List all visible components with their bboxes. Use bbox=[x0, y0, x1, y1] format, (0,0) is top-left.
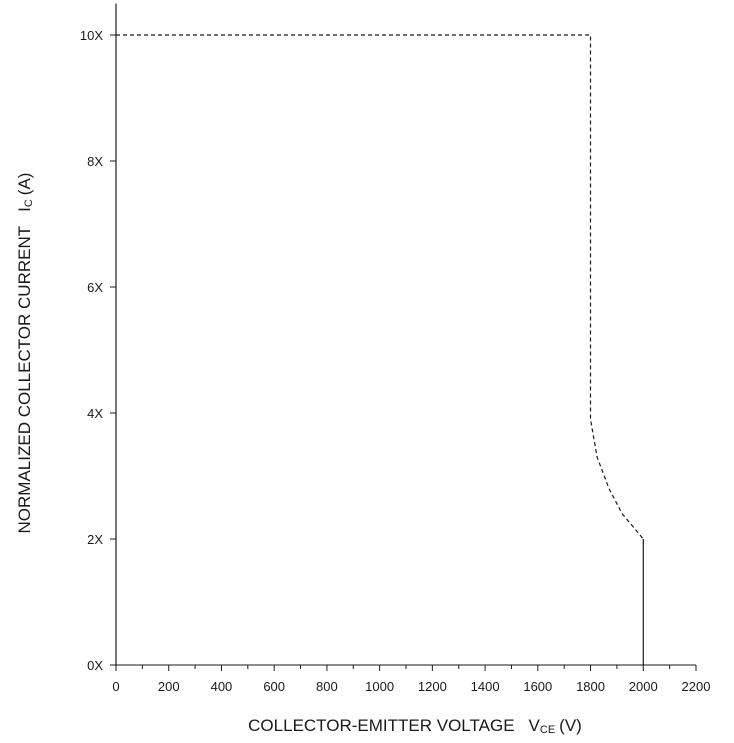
y-tick-label: 0X bbox=[87, 658, 103, 673]
y-axis-title-subscript: C bbox=[23, 199, 35, 207]
series-line-2 bbox=[116, 34, 644, 540]
y-tick-label: 2X bbox=[87, 532, 103, 547]
x-tick-label: 1200 bbox=[418, 679, 447, 694]
x-tick-label: 1400 bbox=[471, 679, 500, 694]
y-tick-label: 6X bbox=[87, 280, 103, 295]
x-tick-label: 1000 bbox=[365, 679, 394, 694]
x-tick-label: 1800 bbox=[576, 679, 605, 694]
y-axis-title-main: NORMALIZED COLLECTOR CURRENT bbox=[15, 226, 34, 534]
x-tick-label: 200 bbox=[158, 679, 180, 694]
x-tick-label: 0 bbox=[112, 679, 119, 694]
y-axis-title-symbol: I bbox=[15, 207, 34, 212]
x-axis-title-main: COLLECTOR-EMITTER VOLTAGE bbox=[248, 716, 514, 735]
x-axis-title: COLLECTOR-EMITTER VOLTAGE VCE (V) bbox=[248, 716, 582, 736]
y-tick-label: 10X bbox=[80, 28, 103, 43]
x-axis-title-subscript: CE bbox=[540, 724, 555, 736]
x-axis-ticks: 0 200 400 600 800 1000 1200 1400 1600 1800 2000 220… bbox=[112, 665, 710, 694]
x-tick-label: 1600 bbox=[523, 679, 552, 694]
x-axis-title-symbol: V bbox=[529, 716, 541, 735]
x-tick-label: 2200 bbox=[682, 679, 711, 694]
y-axis-title-unit: (A) bbox=[15, 173, 34, 196]
x-tick-label: 600 bbox=[263, 679, 285, 694]
y-tick-label: 4X bbox=[87, 406, 103, 421]
x-tick-label: 400 bbox=[211, 679, 233, 694]
y-axis-title: NORMALIZED COLLECTOR CURRENT IC (A) bbox=[15, 173, 35, 534]
y-axis-ticks: 0X 2X 4X 6X 8X 10X bbox=[80, 28, 116, 673]
x-tick-label: 2000 bbox=[629, 679, 658, 694]
x-tick-label: 800 bbox=[316, 679, 338, 694]
y-tick-label: 8X bbox=[87, 154, 103, 169]
x-axis-title-unit: (V) bbox=[559, 716, 582, 735]
plot-area bbox=[115, 3, 644, 665]
